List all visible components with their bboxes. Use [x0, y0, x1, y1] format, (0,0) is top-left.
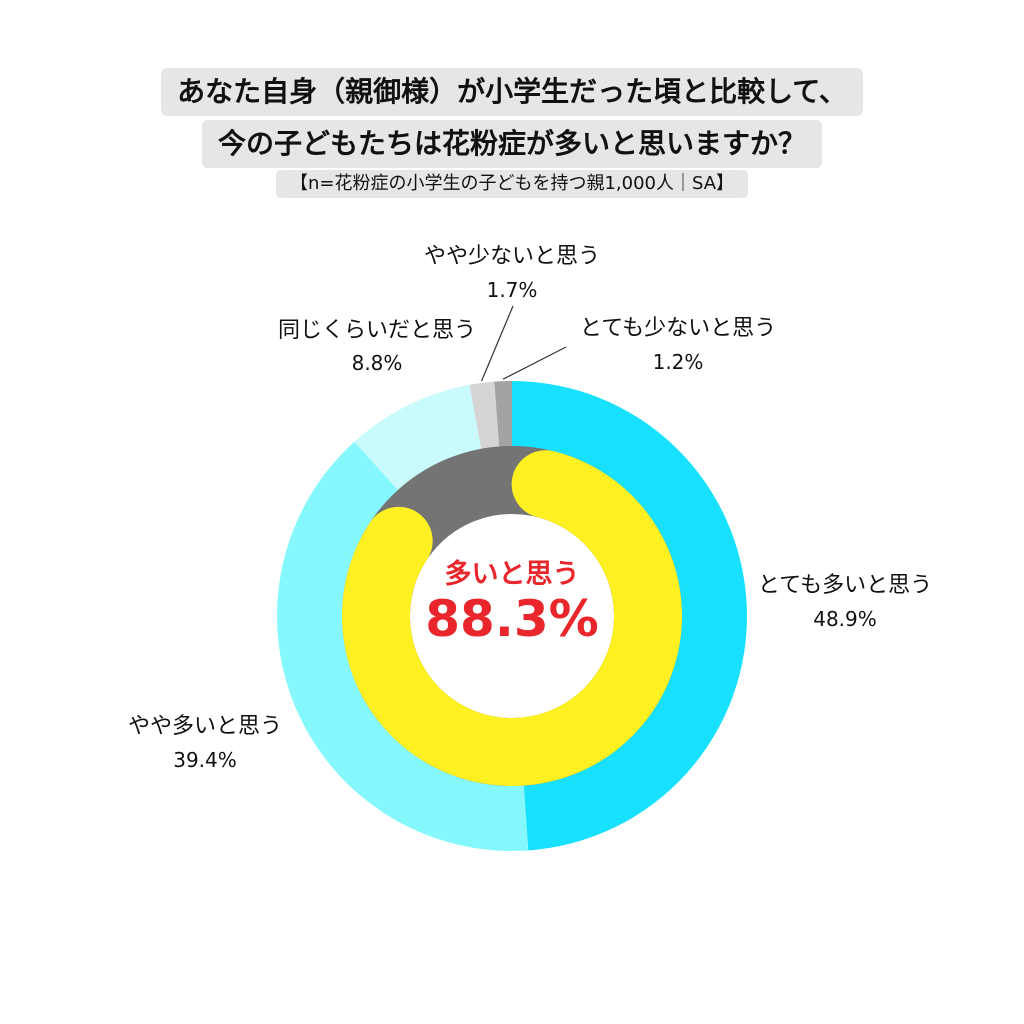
label-somewhat-many-value: 39.4%	[173, 748, 237, 772]
leader-lines	[481, 305, 567, 382]
label-same-name: 同じくらいだと思う	[278, 318, 476, 343]
inner-ring	[342, 446, 682, 786]
chart-title-line-1: あなた自身（親御様）が小学生だった頃と比較して、	[161, 68, 863, 116]
label-very-few-value: 1.2%	[653, 350, 704, 374]
label-very-many-name: とても多いと思う	[758, 573, 932, 598]
label-very-many-value: 48.9%	[813, 607, 877, 631]
slice-labels: とても多いと思う 48.9% やや多いと思う 39.4% 同じくらいだと思う 8…	[128, 244, 932, 772]
chart-title-line-2: 今の子どもたちは花粉症が多いと思いますか？	[201, 120, 822, 168]
center-value: 88.3%	[425, 590, 598, 648]
chart-title-block: あなた自身（親御様）が小学生だった頃と比較して、 今の子どもたちは花粉症が多いと…	[0, 68, 1024, 198]
label-somewhat-many-name: やや多いと思う	[128, 714, 282, 739]
center-label: 多いと思う	[445, 559, 580, 590]
label-same-value: 8.8%	[352, 351, 403, 375]
inner-slice-many	[342, 450, 682, 786]
chart-subtitle: 【n=花粉症の小学生の子どもを持つ親1,000人｜SA】	[275, 170, 749, 198]
label-somewhat-few-value: 1.7%	[487, 278, 538, 302]
outer-ring	[277, 381, 748, 852]
outer-slice-same	[354, 384, 482, 493]
outer-slice-somewhat-many	[277, 441, 529, 852]
leader-very-few	[502, 346, 567, 380]
outer-slice-very-many	[512, 381, 748, 851]
label-very-few-name: とても少ないと思う	[580, 316, 776, 341]
outer-slice-very-few	[494, 381, 512, 450]
outer-slice-somewhat-few	[469, 381, 500, 452]
leader-somewhat-few	[481, 305, 514, 382]
label-somewhat-few-name: やや少ないと思う	[424, 244, 600, 269]
